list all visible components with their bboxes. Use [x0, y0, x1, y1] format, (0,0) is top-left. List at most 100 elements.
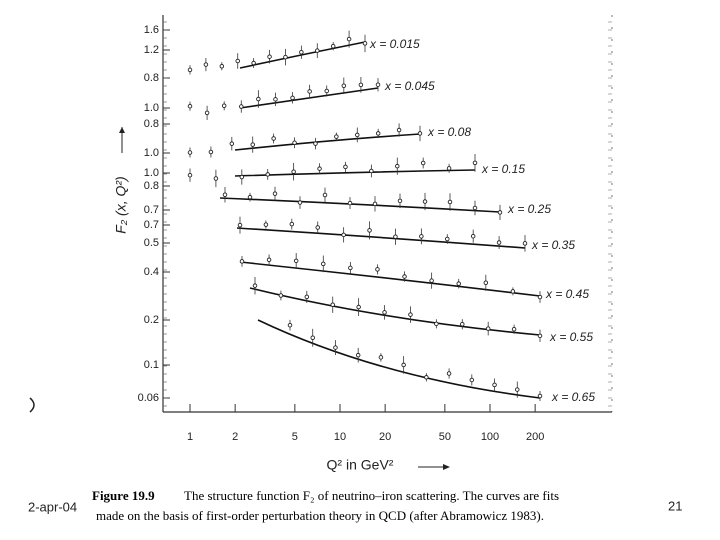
- data-point: [267, 54, 272, 59]
- data-point: [292, 140, 297, 146]
- data-point: [219, 64, 225, 69]
- data-point: [375, 131, 381, 136]
- y-axis-label: F₂ (x, Q²): [113, 176, 129, 233]
- data-point: [290, 95, 295, 101]
- data-point: [278, 293, 284, 298]
- data-point: [247, 194, 253, 200]
- data-point: [485, 326, 491, 331]
- data-point: [266, 257, 272, 263]
- data-point: [469, 377, 475, 383]
- slide-number: 21: [668, 498, 682, 513]
- data-point: [297, 200, 303, 205]
- data-point: [222, 192, 228, 198]
- fit-curve: [234, 133, 421, 151]
- data-point: [307, 89, 312, 94]
- data-point: [221, 103, 227, 109]
- data-point: [537, 333, 543, 339]
- curve-label: x = 0.15: [481, 162, 525, 176]
- data-point: [229, 141, 235, 146]
- data-point: [237, 222, 243, 228]
- data-point: [395, 163, 400, 169]
- data-point: [304, 294, 310, 300]
- data-point: [429, 278, 434, 283]
- data-point: [299, 49, 304, 55]
- data-point: [510, 289, 516, 294]
- data-point: [382, 310, 387, 315]
- data-point: [321, 261, 326, 267]
- data-point: [291, 169, 296, 174]
- data-point: [343, 164, 348, 170]
- data-point: [256, 96, 261, 102]
- data-point: [341, 232, 346, 238]
- data-point: [401, 362, 406, 368]
- x-tick-label: 20: [379, 431, 391, 443]
- data-point: [496, 240, 502, 245]
- data-point: [492, 382, 497, 388]
- data-point: [313, 141, 318, 146]
- data-point: [378, 355, 384, 360]
- fit-curve: [239, 261, 541, 297]
- fit-curve: [257, 319, 541, 399]
- caption-number: Figure 19.9: [92, 488, 155, 503]
- x-tick-label: 10: [334, 431, 346, 443]
- data-point: [396, 127, 402, 133]
- data-point: [187, 67, 193, 73]
- data-point: [424, 375, 429, 380]
- data-point: [252, 283, 258, 288]
- fit-curve: [236, 227, 526, 249]
- data-point: [447, 199, 453, 205]
- mark: [29, 397, 35, 413]
- data-point: [287, 322, 293, 328]
- curve-label: x = 0.08: [427, 125, 471, 139]
- data-point: [235, 58, 240, 64]
- data-point: [446, 371, 452, 376]
- data-point: [372, 201, 378, 207]
- data-point: [356, 304, 361, 310]
- curve-label: x = 0.35: [531, 238, 575, 252]
- caption-line: The structure function F₂ of neutrino–ir…: [184, 488, 559, 503]
- curve-label: x = 0.55: [549, 330, 593, 344]
- y-tick-label: 1.0: [144, 102, 159, 114]
- data-point: [408, 312, 413, 317]
- data-point: [187, 172, 193, 178]
- data-point: [483, 280, 489, 286]
- data-point: [522, 241, 528, 246]
- data-point: [446, 166, 452, 171]
- data-point: [537, 294, 543, 300]
- y-tick-label: 0.06: [138, 392, 159, 404]
- data-point: [315, 48, 320, 53]
- y-tick-label: 0.8: [144, 118, 159, 130]
- data-point: [187, 150, 193, 155]
- data-point: [293, 258, 299, 264]
- x-tick-label: 2: [232, 431, 238, 443]
- data-point: [355, 352, 361, 358]
- y-tick-label: 0.7: [144, 204, 159, 216]
- y-tick-label: 1.6: [144, 24, 159, 36]
- curve-label: x = 0.015: [369, 37, 420, 51]
- y-tick-label: 0.7: [144, 219, 159, 231]
- data-point: [419, 234, 424, 239]
- x-tick-label: 200: [526, 431, 544, 443]
- data-point: [355, 132, 360, 138]
- data-point: [239, 104, 244, 109]
- y-tick-label: 0.5: [144, 237, 159, 249]
- data-point: [310, 335, 315, 340]
- data-point: [322, 192, 328, 198]
- y-tick-label: 0.8: [144, 180, 159, 192]
- y-axis-label-group: F₂ (x, Q²): [113, 127, 129, 234]
- y-tick-label: 0.1: [144, 359, 159, 371]
- x-tick-label: 1: [187, 431, 193, 443]
- data-point: [358, 82, 364, 88]
- data-point: [333, 345, 338, 350]
- data-point: [341, 83, 347, 89]
- y-tick-label: 1.0: [144, 147, 159, 159]
- data-point: [472, 160, 478, 166]
- data-point: [315, 225, 320, 230]
- data-point: [362, 41, 368, 46]
- data-point: [203, 62, 209, 67]
- fit-curve: [219, 197, 501, 213]
- arrow-head: [119, 127, 125, 133]
- data-point: [402, 274, 407, 279]
- curve-label: x = 0.045: [384, 79, 435, 93]
